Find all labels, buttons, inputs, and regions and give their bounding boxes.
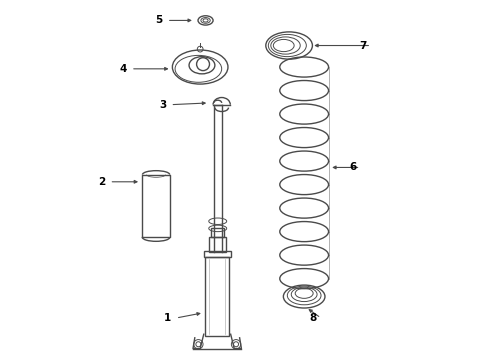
Text: 5: 5 — [155, 15, 163, 26]
Text: 8: 8 — [310, 313, 317, 323]
Text: 3: 3 — [159, 100, 166, 110]
Text: 4: 4 — [120, 64, 127, 74]
Text: 7: 7 — [360, 41, 367, 50]
Text: 6: 6 — [349, 162, 356, 172]
Text: 2: 2 — [98, 177, 105, 187]
Text: 1: 1 — [164, 313, 171, 323]
